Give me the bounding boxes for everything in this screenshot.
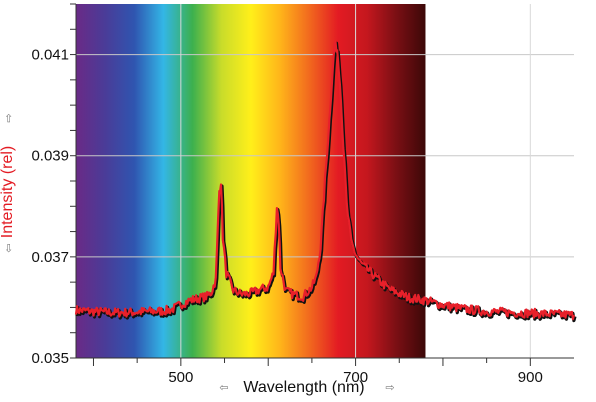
y-tick-label: 0.039 <box>31 148 69 165</box>
y-tick-label: 0.037 <box>31 249 69 266</box>
series-line <box>74 40 576 321</box>
y-tick-label: 0.041 <box>31 47 69 64</box>
x-tick-label: 500 <box>168 369 193 386</box>
spectrum-background <box>76 4 426 358</box>
x-tick-label: 900 <box>518 369 543 386</box>
y-axis-up-arrow-icon: ⇨ <box>2 113 15 122</box>
y-axis-down-arrow-icon: ⇦ <box>2 243 15 252</box>
y-tick-label: 0.035 <box>31 350 69 367</box>
x-axis-right-arrow-icon: ⇨ <box>385 381 394 394</box>
x-axis-title: Wavelength (nm) <box>243 379 364 396</box>
y-axis-title: Intensity (rel) <box>0 146 16 238</box>
series-line-shadow <box>75 41 577 323</box>
x-tick-label: 700 <box>343 369 368 386</box>
x-axis-left-arrow-icon: ⇦ <box>219 381 228 394</box>
